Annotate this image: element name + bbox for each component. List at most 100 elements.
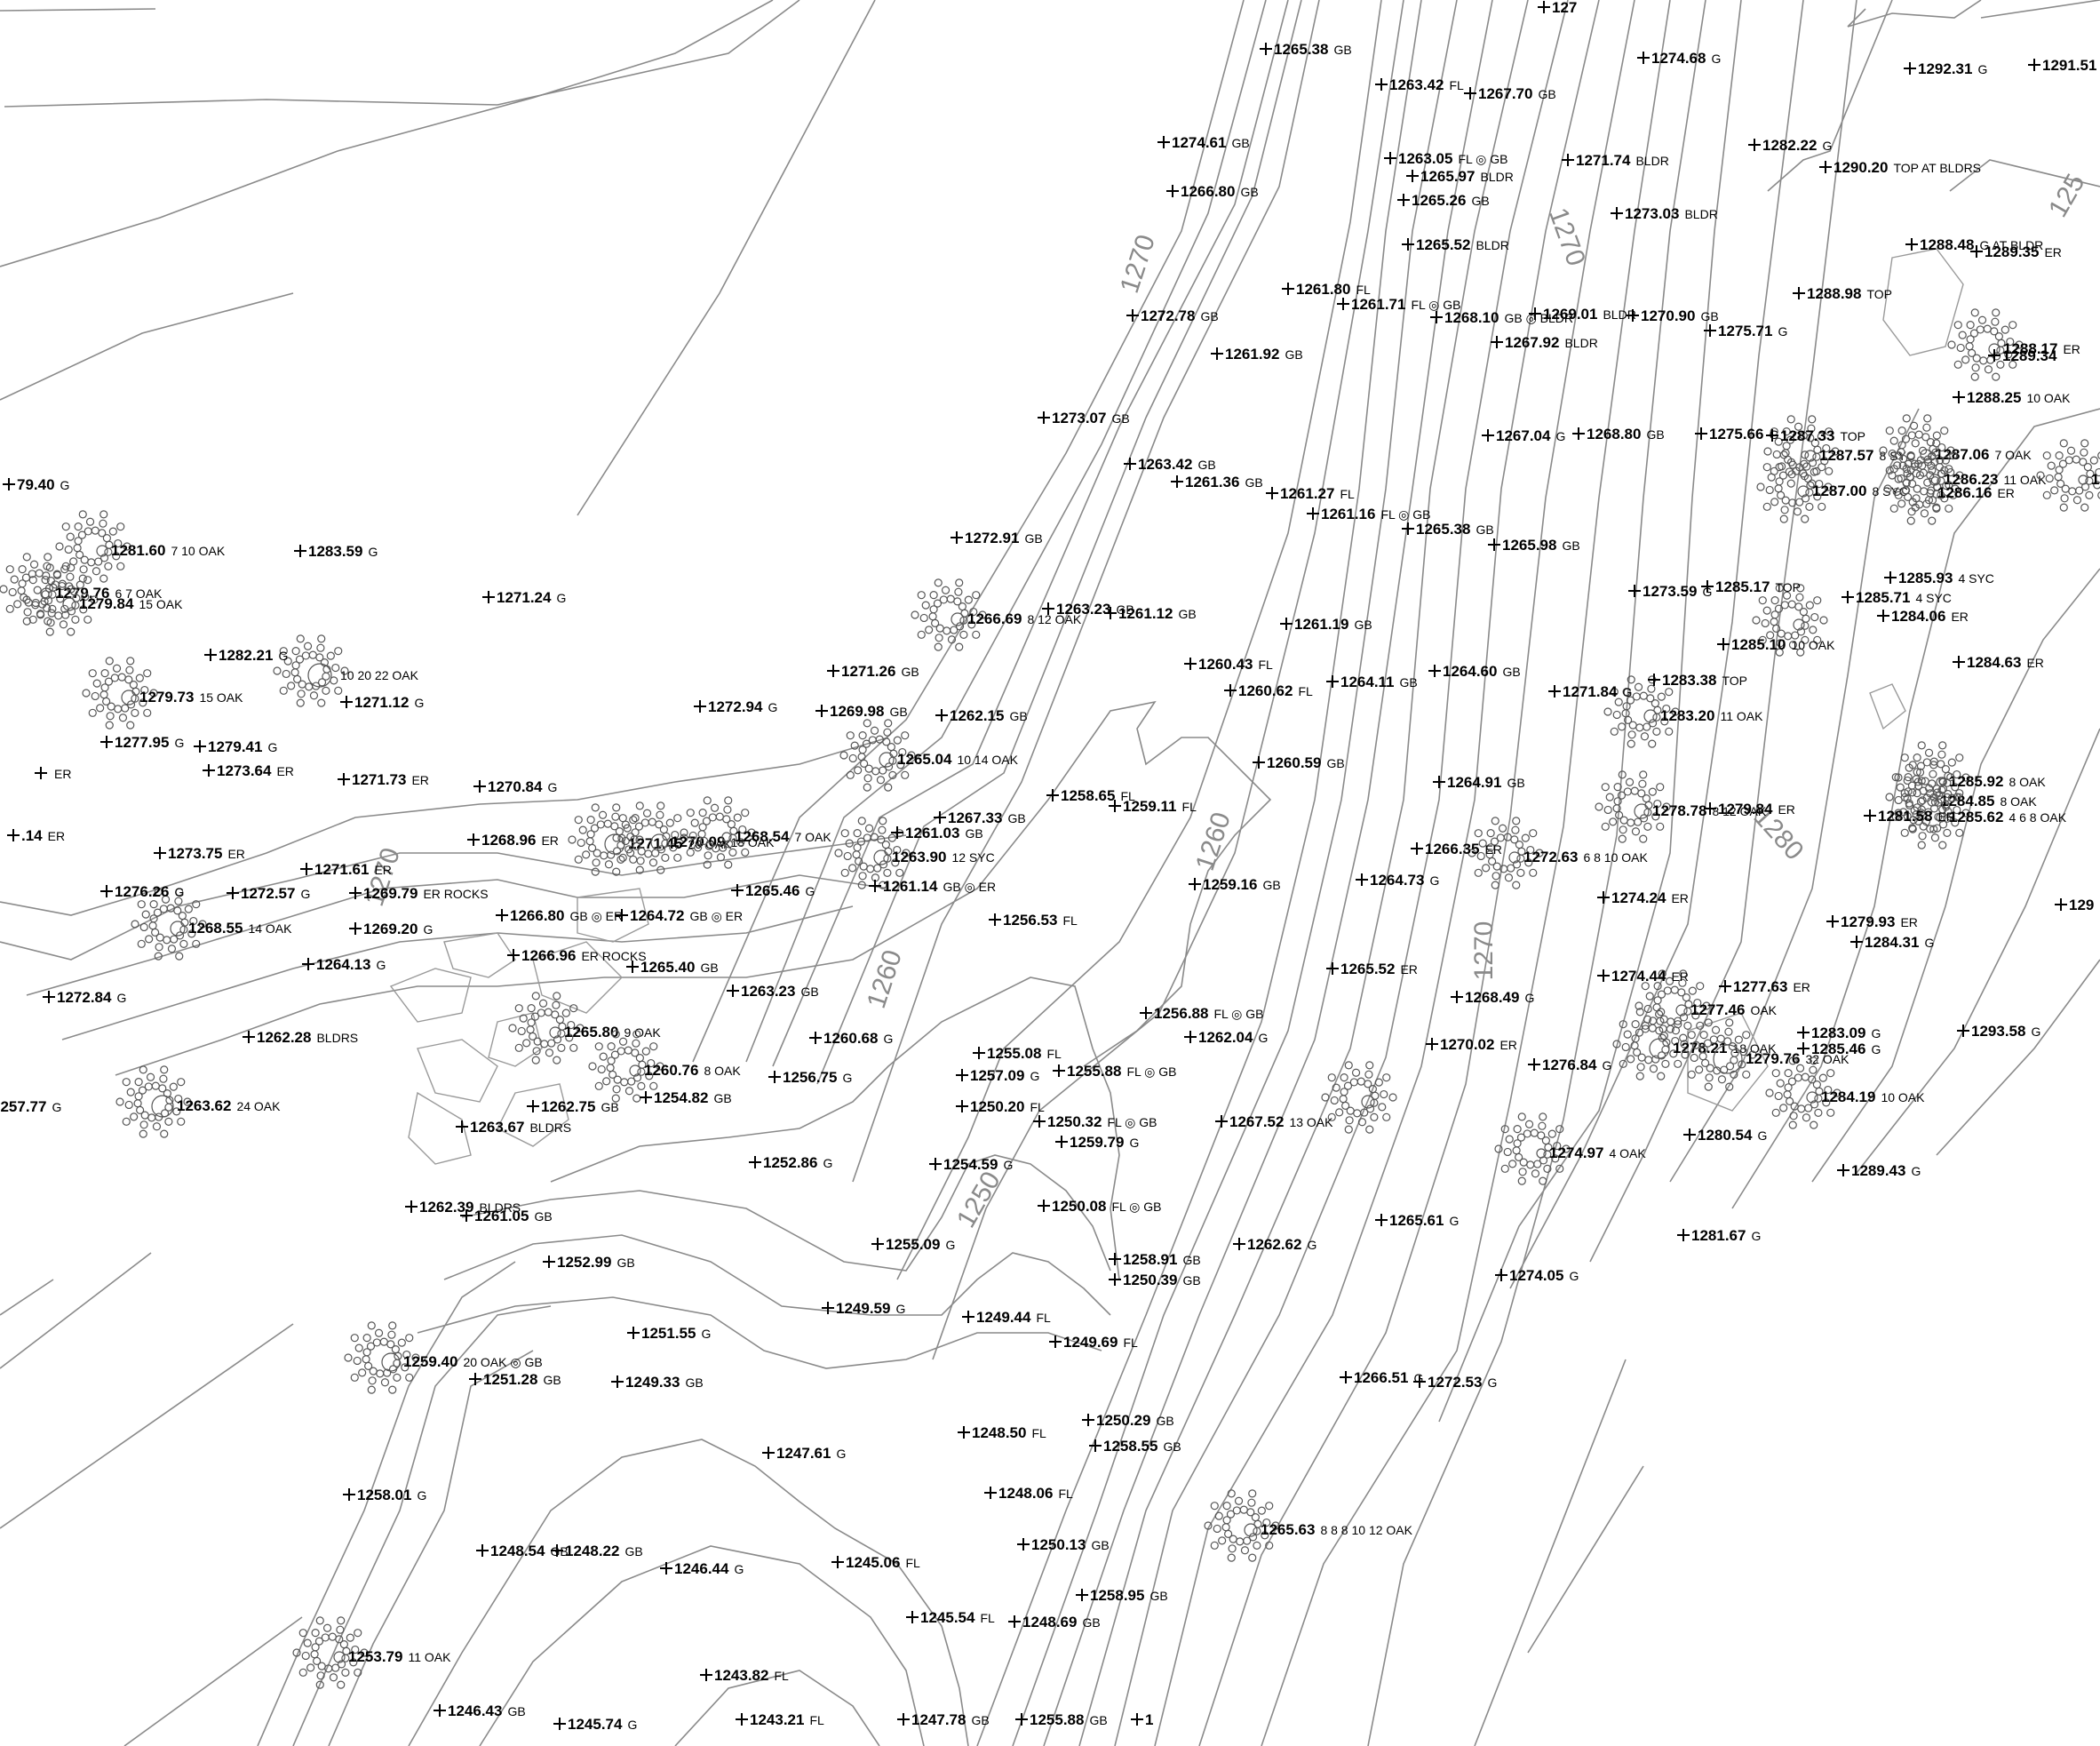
svg-text:1292.31G: 1292.31 G [1918, 60, 1987, 77]
spot-elevation: 1255.88 GB [1015, 1711, 1108, 1728]
elevation-value: 1265.38 [1274, 41, 1328, 58]
spot-elevation: 1279.93 ER [1826, 913, 1918, 930]
svg-text:1269.20G: 1269.20 G [363, 921, 433, 937]
point-code: G [547, 780, 557, 794]
elevation-value: 1261.16 [1321, 506, 1375, 522]
point-code: FL [1036, 1311, 1051, 1325]
svg-text:1257.77G: 1257.77 G [0, 1098, 61, 1115]
tree-symbol [273, 634, 349, 707]
tree-elevation: 1277.46 [1690, 1001, 1745, 1018]
spot-elevation: 1289.35 ER [1970, 243, 2062, 260]
spot-elevation: 1257.77 G [0, 1098, 61, 1115]
elevation-value: 1265.40 [640, 959, 695, 976]
spot-elevation: 1264.11 GB [1326, 674, 1418, 690]
elevation-value: 1274.68 [1651, 50, 1706, 67]
point-code: G [1778, 324, 1787, 339]
tree-symbol [1612, 1008, 1689, 1080]
spot-elevation: 1269.98 GB [815, 703, 908, 720]
elevation-value: 1288.48 [1920, 236, 1974, 253]
spot-elevation: 1280.54 G [1683, 1127, 1767, 1144]
point-code: G [1924, 936, 1934, 950]
spot-elevation: 1264.73 G [1356, 872, 1439, 889]
tree-description: 18 OAK [1732, 1041, 1777, 1056]
spot-elevation: 1266.96 ER ROCKS [507, 947, 647, 964]
elevation-value: 1249.69 [1063, 1334, 1118, 1351]
tree-label: 1286.23 11 OAK [1944, 471, 2047, 488]
elevation-value: 1268.49 [1465, 989, 1519, 1006]
elevation-value: 1258.01 [357, 1487, 411, 1503]
contour-label: 1270 [1115, 231, 1161, 297]
spot-elevation: 1287.33 TOP [1766, 427, 1865, 444]
elevation-value: 1271.61 [314, 861, 369, 878]
tree-label: 1279.76 6 7 OAK [55, 585, 163, 602]
boulder-field [389, 248, 1964, 1165]
point-code: GB [1262, 878, 1280, 892]
spot-elevation: 1248.06 FL [984, 1485, 1073, 1502]
elevation-value: 1273.59 [1643, 583, 1697, 600]
tree-trunk-icon [1713, 1044, 1743, 1074]
svg-text:1276.26G: 1276.26 G [115, 883, 184, 900]
elevation-value: 1250.39 [1123, 1272, 1177, 1288]
tree-trunk-icon [1806, 1091, 1818, 1104]
tree-symbol [1756, 450, 1833, 523]
point-code: GB [543, 1373, 561, 1387]
point-code: BLDRS [479, 1200, 521, 1215]
svg-text:1: 1 [1145, 1711, 1153, 1728]
point-code: GB [1163, 1439, 1181, 1454]
tree-trunk-icon [1793, 618, 1805, 631]
elevation-value: 1263.42 [1138, 456, 1192, 473]
svg-text:1272.84G: 1272.84 G [57, 989, 126, 1006]
elevation-value: 1276.26 [115, 883, 169, 900]
spot-elevation: 1261.80 FL [1282, 281, 1371, 298]
tree-symbol [82, 657, 158, 729]
point-code: G [1449, 1214, 1459, 1228]
point-code: 4 SYC [1915, 591, 1951, 605]
tree-elevation: 1287.06 [1935, 446, 1989, 463]
spot-elevation: 1269.01 BLDR [1529, 306, 1636, 323]
point-code: GB [1007, 811, 1025, 825]
elevation-value: 1262.28 [257, 1029, 311, 1046]
elevation-value: 1261.92 [1225, 346, 1279, 363]
spot-elevation: 1271.84 G [1548, 683, 1632, 700]
spot-elevation: 1274.24 ER [1597, 889, 1689, 906]
spot-elevation: 1262.62 G [1233, 1236, 1316, 1253]
svg-text:1282.22G: 1282.22 G [1762, 137, 1832, 154]
elevation-value: 1274.44 [1611, 968, 1666, 985]
point-code: ER [374, 863, 391, 877]
tree-label: 1265.63 8 8 8 10 12 OAK [1261, 1521, 1413, 1538]
elevation-value: 1256.53 [1003, 912, 1057, 929]
tree-description: 20 OAK [688, 837, 732, 851]
tree-elevation: 1284.19 [1821, 1088, 1875, 1105]
spot-elevation: 1265.97 BLDR [1406, 168, 1514, 185]
elevation-value: 1261.14 [883, 878, 938, 895]
spot-elevation: 1272.91 GB [951, 530, 1043, 546]
point-code: G [1871, 1026, 1881, 1040]
point-code: ER [2026, 656, 2043, 670]
point-code: FL ◎ GB [1380, 507, 1430, 522]
tree-description: 4 6 8 OAK [2009, 810, 2066, 825]
elevation-value: 1259.16 [1203, 876, 1257, 893]
elevation-value: 1248.06 [998, 1485, 1053, 1502]
point-code: FL [1356, 283, 1371, 297]
elevation-value: 1285.17 [1715, 578, 1770, 595]
point-code: GB [1285, 347, 1302, 362]
tree-elevation: 1268.54 [735, 828, 790, 845]
spot-elevation: 1262.04 G [1184, 1029, 1268, 1046]
elevation-value: 1260.43 [1198, 656, 1253, 673]
